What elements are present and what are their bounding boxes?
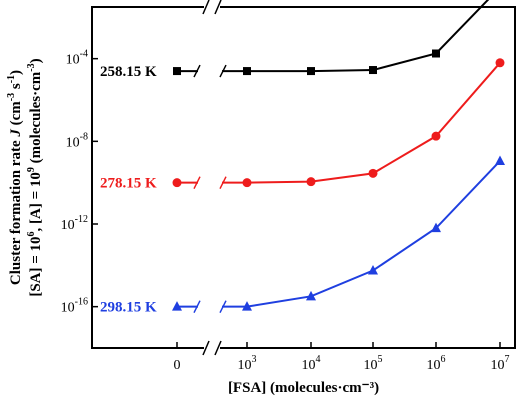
x-axis-break [202,340,222,356]
series-label: 258.15 K [100,64,157,80]
y-tick-label: 10-16 [61,297,88,316]
data-point-circle [495,58,505,68]
data-point-triangle [242,301,252,311]
data-point-circle [306,177,316,187]
data-point-triangle [306,290,316,301]
x-axis-title: [FSA] (molecules·cm⁻³) [228,380,379,396]
data-point-triangle [172,301,182,311]
x-axis-ticks: 0 103 104 105 106 107 [174,342,510,373]
axis-titles: [FSA] (molecules·cm⁻³) Cluster formation … [6,58,379,396]
y-axis-title-line2: [SA] = 106, [A] = 109 (molecules·cm-3) [26,58,44,296]
series-break-mark [193,176,201,190]
top-axis-break [202,0,222,15]
y-tick-label: 10-8 [66,131,88,150]
x-tick-label: 105 [364,354,383,373]
data-point-circle [242,178,252,188]
series-break-mark [193,300,201,314]
series-0: 258.15 K [100,0,490,80]
y-tick-label: 10-12 [61,214,88,233]
data-point-triangle [368,265,378,275]
series-label: 298.15 K [100,300,157,316]
data-point-circle [431,131,441,141]
plot-frame [91,0,516,356]
data-point-circle [368,168,378,178]
data-point-triangle [495,155,505,165]
y-axis-ticks: 10-4 10-8 10-12 10-16 [61,49,98,316]
x-tick-label: 103 [238,354,257,373]
series-group: 258.15 K 278.15 K 298.15 K [100,0,505,316]
x-tick-label: 107 [491,354,510,373]
series-line [247,0,490,73]
x-tick-label: 104 [302,354,321,373]
data-point-circle [172,178,182,188]
series-line [246,62,501,184]
y-tick-label: 10-4 [66,49,88,68]
plot-border [91,6,516,349]
series-break-mark [193,64,201,78]
data-point-square [432,49,440,58]
data-point-square [369,66,377,75]
series-1: 278.15 K [100,58,505,192]
data-point-triangle [431,222,441,233]
x-tick-label: 106 [427,354,446,373]
x-tick-label: 0 [174,358,181,373]
series-2: 298.15 K [100,155,505,316]
y-axis-title-line1: Cluster formation rate J (cm-3 s-1) [6,70,24,285]
data-point-square [173,67,181,76]
series-label: 278.15 K [100,176,157,192]
data-point-square [307,67,315,76]
data-point-square [243,67,251,76]
